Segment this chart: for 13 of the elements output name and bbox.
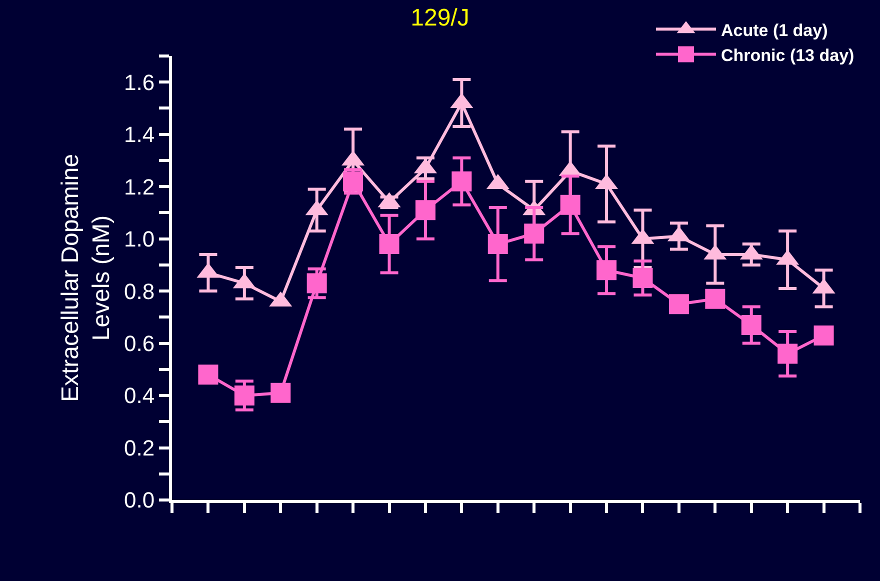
- y-tick-label: 1.0: [124, 226, 155, 252]
- y-tick-label: 0.2: [124, 435, 155, 460]
- y-tick-label: 1.6: [124, 70, 155, 95]
- y-tick-label: 0.8: [124, 278, 155, 304]
- y-tick-label: 1.2: [124, 174, 155, 200]
- y-tick-label: 0.4: [124, 383, 155, 408]
- y-tick-label: 0.0: [124, 488, 155, 513]
- y-tick-label: 0.6: [124, 330, 155, 356]
- legend-label: Acute (1 day): [721, 20, 828, 40]
- legend-label: Chronic (13 day): [721, 46, 854, 65]
- chart-title: 129/J: [410, 4, 470, 32]
- y-tick-label: 1.4: [124, 122, 155, 148]
- y-axis-title: Extracellular Dopamine Levels (nM): [56, 154, 116, 402]
